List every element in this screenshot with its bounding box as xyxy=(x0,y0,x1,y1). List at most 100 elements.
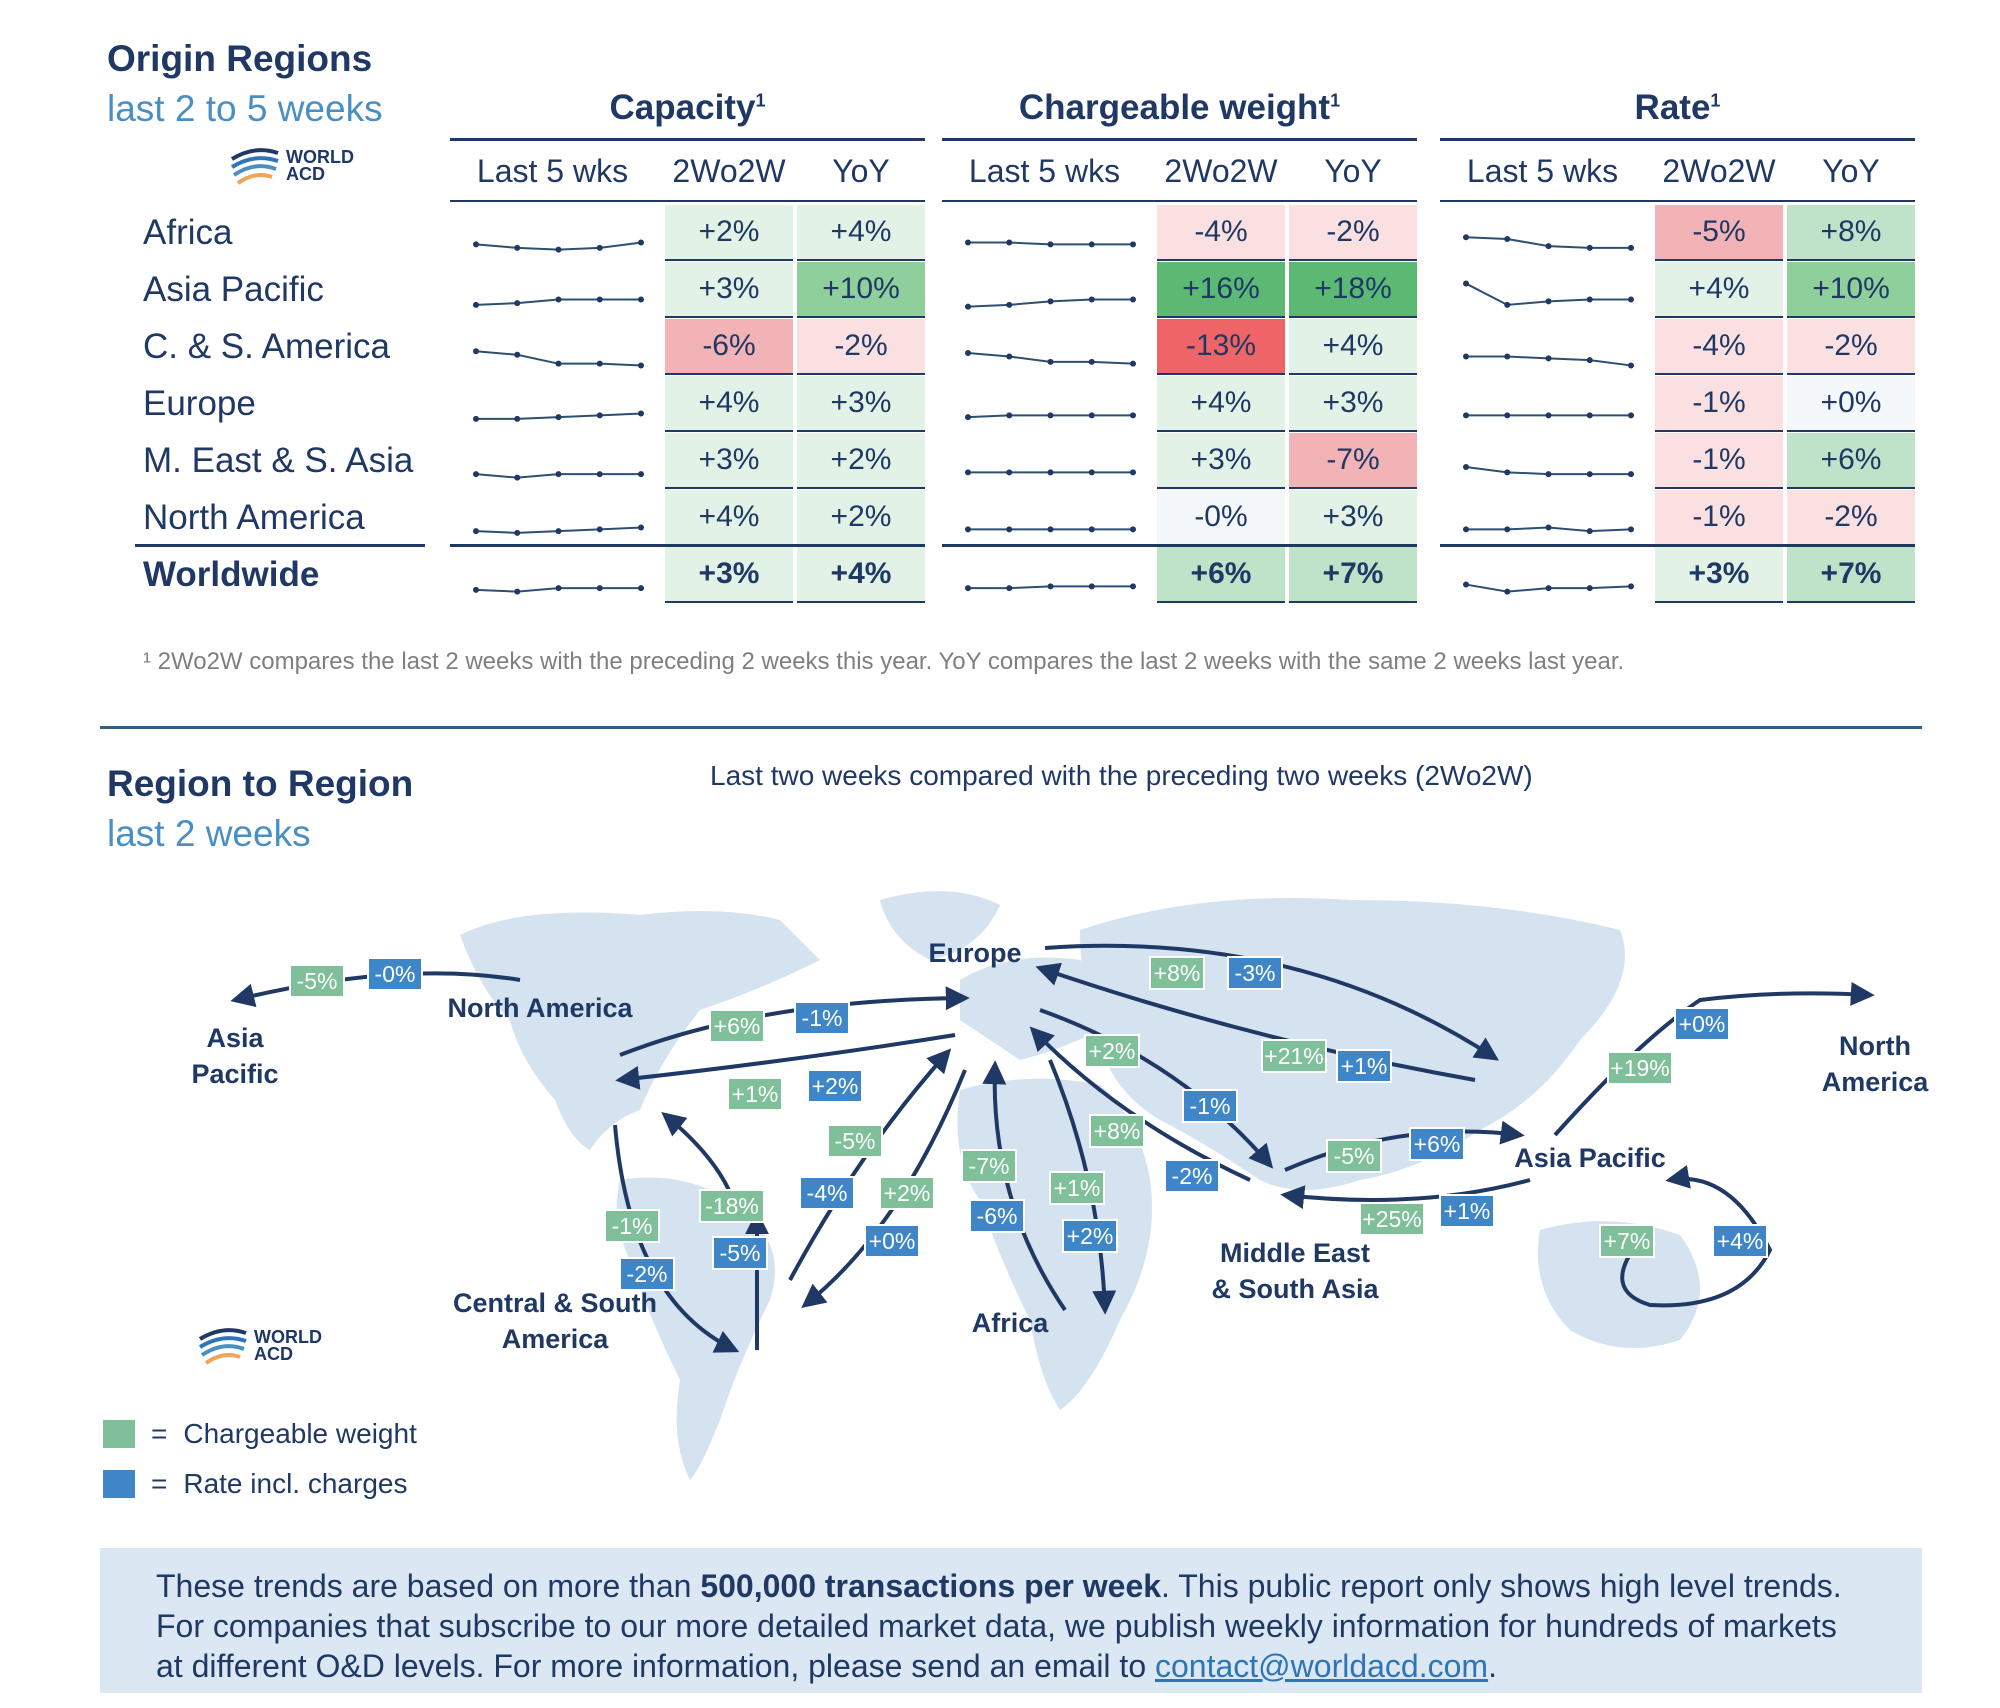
badge-text-chargeable_weight-13: -18% xyxy=(705,1193,759,1219)
sparkline-point-1-2-0 xyxy=(965,350,971,356)
cell-1-1-5: +3% xyxy=(1289,490,1417,546)
sparkline-point-2-4-2 xyxy=(1545,471,1552,478)
sparkline-point-0-1-2 xyxy=(555,296,562,303)
sparkline-point-2-3-2 xyxy=(1545,412,1552,419)
badge-text-rate-2: +2% xyxy=(812,1073,859,1099)
sparkline-point-2-0-2 xyxy=(1545,243,1552,250)
cell-1-1-3: +3% xyxy=(1289,376,1417,432)
sparkline-1-3 xyxy=(965,412,1136,421)
sparkline-point-2-2-1 xyxy=(1504,353,1511,360)
logo-bottom-word-2: ACD xyxy=(254,1344,293,1364)
badge-chargeable_weight-10: +7% xyxy=(1599,1224,1655,1258)
sparkline-point-2-6-4 xyxy=(1628,583,1634,590)
sparkline-point-0-4-2 xyxy=(555,471,562,478)
badge-bg-chargeable_weight-11 xyxy=(827,1124,883,1158)
badge-rate-7: +6% xyxy=(1409,1127,1465,1161)
logo-word-2: ACD xyxy=(286,164,325,184)
sparkline-point-0-2-0 xyxy=(473,348,479,355)
badge-text-chargeable_weight-4: +21% xyxy=(1264,1043,1323,1069)
badge-text-rate-5: -1% xyxy=(1190,1093,1231,1119)
badge-text-chargeable_weight-9: +19% xyxy=(1610,1055,1669,1081)
legend-swatch-blue xyxy=(103,1470,135,1498)
sparkline-point-2-3-4 xyxy=(1628,412,1634,419)
sparkline-point-1-0-2 xyxy=(1047,241,1054,248)
sparkline-0-3 xyxy=(473,410,644,422)
sparkline-point-1-2-3 xyxy=(1088,358,1095,365)
cell-1-0-3: +4% xyxy=(1157,376,1285,432)
map-label-north-america-right-line2: America xyxy=(1821,1067,1929,1097)
badge-text-chargeable_weight-8: +25% xyxy=(1362,1206,1421,1232)
map-label-north-america-right: North America xyxy=(1820,1028,1930,1100)
cell-2-0-1: +4% xyxy=(1655,262,1783,318)
map-label-csa-line2: America xyxy=(501,1324,609,1354)
badge-chargeable_weight-15: -7% xyxy=(961,1149,1017,1183)
cell-1-1-1: +18% xyxy=(1289,262,1417,318)
sparkline-point-1-4-1 xyxy=(1006,469,1013,476)
cell-2-1-5: -2% xyxy=(1787,490,1915,546)
sparkline-point-1-3-1 xyxy=(1006,412,1013,419)
cell-0-0-4: +3% xyxy=(665,433,793,489)
worldacd-logo-bottom: WORLD ACD xyxy=(198,1325,322,1367)
sparkline-point-1-3-2 xyxy=(1047,412,1054,419)
flow-me-ap xyxy=(1284,1120,1525,1172)
sparkline-point-2-6-1 xyxy=(1504,588,1511,595)
sparkline-point-0-3-0 xyxy=(473,415,479,422)
flow-csa-eu xyxy=(788,1048,952,1281)
sparkline-point-0-5-0 xyxy=(473,528,479,535)
badge-bg-chargeable_weight-15 xyxy=(961,1149,1017,1183)
cell-1-0-2: -13% xyxy=(1157,319,1285,375)
sparkline-point-2-0-0 xyxy=(1463,234,1469,241)
sparkline-point-2-2-2 xyxy=(1545,355,1552,362)
badge-chargeable_weight-12: +2% xyxy=(879,1176,935,1210)
sparkline-point-0-4-3 xyxy=(596,471,603,478)
sparkline-1-5 xyxy=(965,526,1136,533)
badge-text-rate-10: +4% xyxy=(1717,1228,1764,1254)
badge-text-rate-0: -0% xyxy=(375,961,416,987)
col-head-0-2: YoY xyxy=(832,153,890,189)
sparkline-point-1-1-1 xyxy=(1006,301,1013,308)
sparkline-point-1-3-4 xyxy=(1130,412,1136,419)
badge-bg-chargeable_weight-4 xyxy=(1261,1039,1327,1073)
legend-chargeable-weight: = Chargeable weight xyxy=(103,1418,417,1450)
sparkline-0-5 xyxy=(473,524,644,536)
legend-swatch-green xyxy=(103,1420,135,1448)
badge-bg-chargeable_weight-16 xyxy=(1049,1171,1105,1205)
sparkline-point-1-6-1 xyxy=(1006,585,1013,592)
badge-text-rate-13: -5% xyxy=(720,1240,761,1266)
cell-0-0-0: +2% xyxy=(665,205,793,261)
sparkline-point-0-2-1 xyxy=(514,351,521,358)
group-title-sup-2: 1 xyxy=(1710,90,1721,111)
badge-bg-rate-8 xyxy=(1439,1194,1495,1228)
badge-rate-11: -4% xyxy=(799,1176,855,1210)
badge-bg-rate-5 xyxy=(1182,1089,1238,1123)
cell-2-0-5: -1% xyxy=(1655,490,1783,546)
sparkline-2-1 xyxy=(1463,280,1634,308)
badge-rate-16: +2% xyxy=(1062,1219,1118,1253)
badge-text-rate-1: -1% xyxy=(802,1005,843,1031)
badge-bg-rate-4 xyxy=(1336,1049,1392,1083)
sparkline-point-0-4-1 xyxy=(514,474,521,481)
badge-chargeable_weight-2: +1% xyxy=(727,1077,783,1111)
badge-text-rate-11: -4% xyxy=(807,1180,848,1206)
sparkline-point-1-6-4 xyxy=(1130,583,1136,590)
col-head-1-2: YoY xyxy=(1324,153,1382,189)
badge-text-rate-12: +0% xyxy=(869,1228,916,1254)
footer-bold: 500,000 transactions per week xyxy=(700,1568,1162,1604)
flow-eu-na xyxy=(615,1033,956,1090)
col-head-rule-1 xyxy=(942,200,1417,202)
legend-eq-2: = xyxy=(151,1468,168,1499)
badge-text-rate-4: +1% xyxy=(1341,1053,1388,1079)
cell-1-0-4: +3% xyxy=(1157,433,1285,489)
badge-chargeable_weight-1: +6% xyxy=(709,1009,765,1043)
footer-text-2: . This public report only shows high lev… xyxy=(156,1568,1842,1684)
sparkline-point-0-0-0 xyxy=(473,241,479,248)
col-head-2-0: Last 5 wks xyxy=(1466,153,1619,189)
worldacd-logo-icon-bottom xyxy=(198,1328,247,1365)
sparkline-point-1-2-1 xyxy=(1006,353,1013,360)
badge-bg-rate-1 xyxy=(794,1001,850,1035)
sparkline-point-0-1-4 xyxy=(638,296,644,303)
badge-chargeable_weight-7: -5% xyxy=(1326,1139,1382,1173)
badge-chargeable_weight-11: -5% xyxy=(827,1124,883,1158)
badge-bg-rate-11 xyxy=(799,1176,855,1210)
contact-email-link[interactable]: contact@worldacd.com xyxy=(1155,1648,1489,1684)
